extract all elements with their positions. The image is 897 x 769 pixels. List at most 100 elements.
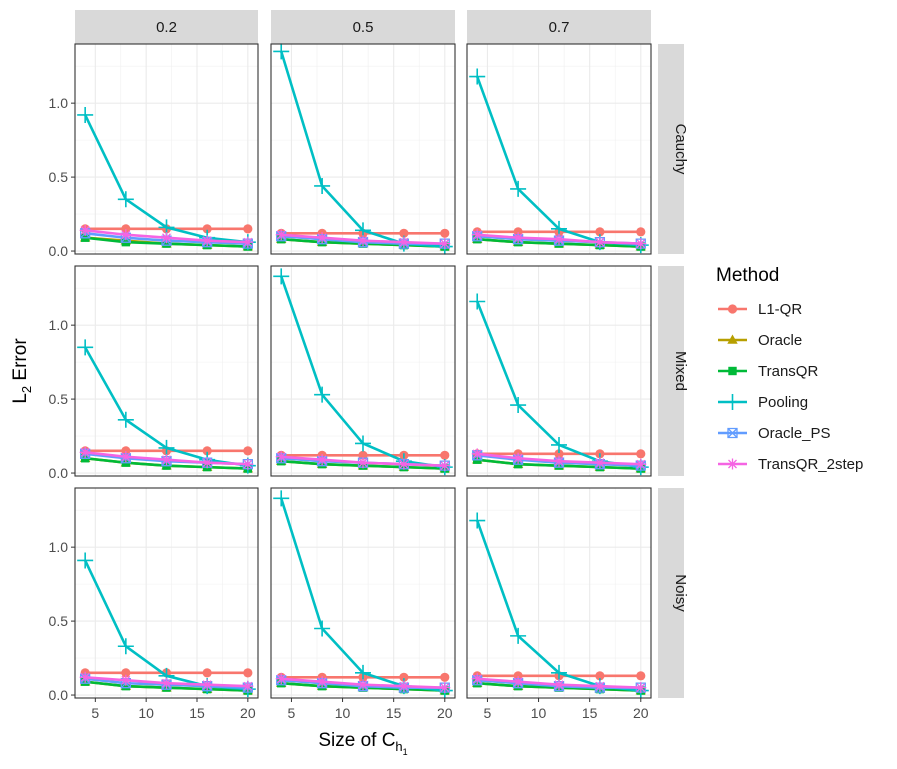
point-transqr-2step <box>635 682 647 694</box>
panel-border <box>466 487 652 699</box>
x-tick-label: 5 <box>91 705 99 721</box>
point-pooling <box>551 436 567 453</box>
y-axis-title: L2 Error <box>10 338 34 404</box>
point-transqr-2step <box>512 232 524 244</box>
x-tick-label: 20 <box>437 705 453 721</box>
series-transqr-2step <box>471 673 647 694</box>
series-transqr-2step <box>275 229 451 250</box>
x-axis-title-main: Size of C <box>318 730 395 751</box>
point-pooling <box>77 106 94 123</box>
point-transqr-2step <box>79 446 91 458</box>
point-pooling <box>158 439 175 456</box>
panel-border <box>74 265 259 477</box>
point-pooling <box>117 411 134 428</box>
y-tick-label: 0.0 <box>49 687 69 703</box>
point-transqr-2step <box>275 229 287 241</box>
point-transqr-2step <box>357 457 369 469</box>
legend-key-marker <box>727 334 738 344</box>
point-pooling <box>510 397 527 414</box>
point-transqr <box>162 239 171 248</box>
y-axis-title-main: L <box>10 393 31 404</box>
point-l1-qr <box>636 449 646 459</box>
point-transqr-2step <box>120 674 132 686</box>
x-tick-label: 10 <box>531 705 547 721</box>
y-axis-title-sub: 2 <box>19 386 34 393</box>
facet-col-label: 0.2 <box>156 19 177 36</box>
panel-grid: 0.2 0.5 0.7 Cauchy Mixed Noisy 0.0 0.5 1.0 0.0 0.5… <box>49 10 689 721</box>
point-pooling <box>469 293 486 310</box>
point-pooling <box>469 68 486 85</box>
point-pooling <box>77 552 94 569</box>
x-axis-title-subsub: 1 <box>403 747 408 757</box>
x-tick-label: 15 <box>582 705 598 721</box>
panel-border <box>74 43 259 255</box>
point-transqr-2step <box>242 458 254 470</box>
legend-key-marker <box>727 427 738 439</box>
panel-border <box>74 487 259 699</box>
panel-mixed-0-7 <box>466 265 652 477</box>
point-pooling <box>117 191 134 208</box>
point-transqr-2step <box>471 673 483 685</box>
point-transqr-2step <box>439 682 451 694</box>
y-tick-label: 0.5 <box>49 391 69 407</box>
legend-item-pooling: Pooling <box>718 394 808 411</box>
panel-border <box>270 43 456 255</box>
legend-label: Oracle <box>758 332 802 349</box>
point-transqr-2step <box>201 457 213 469</box>
x-tick-label: 5 <box>288 705 296 721</box>
panel-mixed-0-2: 0.0 0.5 1.0 <box>49 265 259 481</box>
series-pooling <box>273 268 453 476</box>
facet-row-label: Mixed <box>672 351 689 391</box>
point-transqr-2step <box>594 680 606 692</box>
facet-col-label: 0.7 <box>549 19 570 36</box>
point-pooling <box>510 180 527 197</box>
x-tick-label: 5 <box>484 705 492 721</box>
point-transqr-2step <box>275 451 287 463</box>
point-transqr-2step <box>357 235 369 247</box>
panel-border <box>466 43 652 255</box>
y-tick-label: 1.0 <box>49 95 69 111</box>
point-transqr-2step <box>79 671 91 683</box>
series-transqr-2step <box>79 446 254 470</box>
point-l1-qr <box>243 446 253 456</box>
point-transqr-2step <box>512 452 524 464</box>
y-tick-label: 0.0 <box>49 243 69 259</box>
point-l1-qr <box>440 672 450 682</box>
x-axis-title: Size of Ch1 <box>318 730 407 757</box>
point-l1-qr <box>636 227 646 237</box>
panel-background <box>271 488 455 698</box>
axis-labels: Size of Ch1 L2 Error <box>10 338 408 757</box>
point-transqr-2step <box>201 679 213 691</box>
legend-item-transqr-2step: TransQR_2step <box>718 456 863 473</box>
point-pooling <box>77 339 94 356</box>
point-l1-qr <box>202 446 212 456</box>
point-transqr-2step <box>316 676 328 688</box>
x-tick-label: 10 <box>335 705 351 721</box>
facet-strip-col-0-5 <box>271 10 455 44</box>
point-transqr-2step <box>594 457 606 469</box>
facet-strip-row-mixed <box>658 266 684 476</box>
point-transqr-2step <box>553 455 565 467</box>
point-transqr-2step <box>79 224 91 236</box>
point-l1-qr <box>121 668 131 678</box>
point-l1-qr <box>636 671 646 681</box>
point-l1-qr <box>202 224 212 234</box>
panel-background <box>75 488 258 698</box>
legend-item-oracle-ps: Oracle_PS <box>718 425 831 442</box>
panel-border <box>466 265 652 477</box>
point-pooling <box>314 620 331 637</box>
facet-strip-col-0-7 <box>467 10 651 44</box>
facet-row-label: Noisy <box>672 574 689 612</box>
x-axis-title-sub: h <box>395 739 402 754</box>
panel-border <box>270 487 456 699</box>
point-pooling <box>510 627 527 644</box>
legend-item-l1-qr: L1-QR <box>718 301 802 318</box>
legend-key-marker <box>727 304 738 314</box>
point-transqr-2step <box>120 451 132 463</box>
point-transqr-2step <box>635 238 647 250</box>
facet-row-label: Cauchy <box>672 124 689 175</box>
legend-key-marker <box>724 394 741 410</box>
point-transqr-2step <box>316 454 328 466</box>
point-transqr-2step <box>242 236 254 248</box>
